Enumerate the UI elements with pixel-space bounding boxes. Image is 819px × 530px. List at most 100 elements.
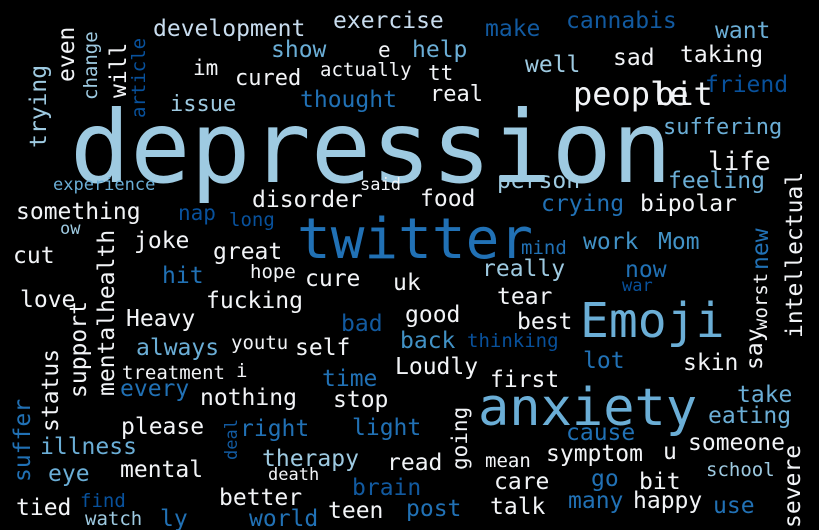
word-first: first	[490, 367, 560, 393]
word-said: said	[360, 175, 401, 195]
word-mentalhealth: mentalhealth	[94, 229, 120, 396]
word-depression: depression	[70, 89, 673, 206]
word-severe: severe	[780, 444, 806, 528]
word-right: right	[240, 416, 310, 442]
word-worst: worst	[750, 272, 772, 330]
word-real: real	[430, 82, 483, 107]
word-bit-2: bit	[639, 469, 681, 495]
word-war: war	[622, 276, 653, 296]
word-experience: experience	[53, 175, 156, 195]
word-feeling: feeling	[668, 168, 765, 194]
word-thinking: thinking	[467, 330, 559, 352]
word-emoji: Emoji	[580, 293, 725, 349]
word-crying: crying	[541, 191, 625, 217]
word-school: school	[706, 459, 775, 481]
word-im: im	[193, 56, 219, 80]
word-loudly: Loudly	[395, 354, 479, 380]
word-take: take	[737, 382, 793, 408]
word-treatment: treatment	[122, 362, 225, 384]
word-someone: someone	[688, 430, 785, 456]
word-teen: teen	[328, 498, 384, 524]
word-taking: taking	[680, 42, 764, 68]
word-always: always	[136, 335, 220, 361]
word-sad: sad	[613, 45, 655, 71]
word-will: will	[106, 42, 132, 98]
word-twitter: twitter	[297, 207, 534, 272]
word-eye: eye	[48, 461, 90, 487]
word-stop: stop	[333, 387, 389, 413]
word-time: time	[322, 366, 378, 392]
word-long: long	[229, 209, 275, 231]
word-suffer: suffer	[10, 398, 36, 482]
word-intellectual: intellectual	[782, 171, 808, 338]
word-make: make	[485, 16, 541, 42]
word-food: food	[420, 186, 476, 212]
word-better: better	[219, 485, 303, 511]
word-well: well	[525, 52, 581, 78]
word-good: good	[405, 302, 461, 328]
word-skin: skin	[683, 350, 739, 376]
word-even: even	[54, 26, 80, 82]
word-new: new	[748, 228, 774, 270]
word-lot: lot	[583, 348, 625, 374]
word-trying: trying	[26, 64, 52, 148]
word-mom: Mom	[658, 229, 700, 255]
word-something: something	[16, 199, 141, 225]
word-death: death	[268, 465, 320, 485]
word-friend: friend	[705, 72, 789, 98]
word-love: love	[20, 287, 76, 313]
word-hope: hope	[250, 261, 296, 283]
word-going: going	[448, 406, 472, 470]
word-people: people	[573, 75, 689, 113]
word-anxiety: anxiety	[478, 378, 698, 438]
word-happy: happy	[633, 488, 703, 514]
word-work: work	[583, 229, 639, 255]
word-change: change	[80, 31, 102, 100]
word-bad: bad	[341, 311, 383, 337]
word-cut: cut	[13, 243, 55, 269]
word-tt: tt	[428, 61, 454, 85]
word-youtu: youtu	[231, 332, 289, 354]
word-symptom: symptom	[546, 441, 643, 467]
word-really: really	[482, 256, 566, 282]
word-deal: deal	[222, 419, 242, 460]
word-heavy: Heavy	[126, 306, 196, 332]
word-many: many	[568, 488, 624, 514]
word-post: post	[406, 496, 462, 522]
word-ow: ow	[60, 219, 81, 239]
word-support: support	[66, 301, 92, 398]
word-u: u	[663, 439, 677, 465]
word-illness: illness	[40, 434, 137, 460]
word-person: person	[497, 168, 581, 194]
word-disorder: disorder	[252, 187, 363, 213]
word-bipolar: bipolar	[640, 191, 737, 217]
word-find: find	[80, 490, 126, 512]
word-help: help	[412, 37, 468, 63]
word-e: e	[378, 38, 391, 62]
word-world: world	[249, 506, 319, 530]
word-joke: joke	[134, 228, 190, 254]
word-mental: mental	[120, 457, 204, 483]
word-watch: watch	[85, 508, 143, 530]
word-cured: cured	[235, 66, 302, 91]
word-mind: mind	[521, 237, 567, 259]
word-uk: uk	[393, 270, 421, 296]
word-read: read	[387, 450, 443, 476]
word-please: please	[121, 414, 205, 440]
word-great: great	[213, 239, 283, 265]
word-show: show	[271, 37, 327, 63]
word-go: go	[591, 466, 619, 492]
word-brain: brain	[352, 475, 422, 501]
word-i: i	[236, 360, 248, 382]
word-tied: tied	[16, 495, 72, 521]
word-nap: nap	[178, 201, 216, 225]
word-fucking: fucking	[206, 288, 303, 314]
word-nothing: nothing	[200, 385, 297, 411]
word-mean: mean	[485, 450, 531, 472]
word-cannabis: cannabis	[566, 8, 677, 34]
word-light: light	[352, 415, 422, 441]
word-eating: eating	[708, 403, 792, 429]
word-back: back	[400, 328, 456, 354]
word-life: life	[708, 147, 771, 177]
